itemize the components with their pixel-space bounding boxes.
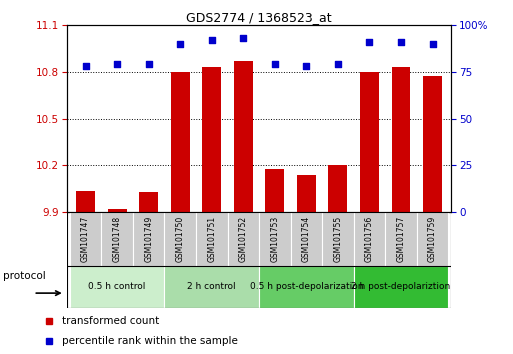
Bar (265, 169, 284, 212)
Point (428, 41, 437, 46)
Bar (297, 175, 316, 212)
Text: GSM101754: GSM101754 (302, 216, 311, 262)
Bar (196, 212, 228, 266)
Point (239, 35, 247, 41)
Bar (133, 212, 165, 266)
Bar (202, 67, 221, 212)
Text: 0.5 h post-depolarization: 0.5 h post-depolarization (250, 282, 363, 291)
Text: GSM101749: GSM101749 (144, 216, 153, 262)
Bar (259, 212, 290, 266)
Bar (234, 61, 253, 212)
Point (176, 41, 184, 46)
Text: GSM101751: GSM101751 (207, 216, 216, 262)
Text: percentile rank within the sample: percentile rank within the sample (62, 336, 238, 346)
Point (82, 63, 90, 69)
Bar (171, 72, 190, 212)
Bar (322, 212, 353, 266)
Text: GSM101753: GSM101753 (270, 216, 280, 262)
Point (113, 61, 121, 67)
Bar (290, 212, 322, 266)
Bar (417, 212, 448, 266)
Text: transformed count: transformed count (62, 316, 159, 326)
Point (334, 61, 342, 67)
Bar (165, 212, 196, 266)
Text: GSM101756: GSM101756 (365, 216, 374, 262)
Text: GSM101755: GSM101755 (333, 216, 342, 262)
Bar (423, 76, 442, 212)
Bar (76, 190, 95, 212)
Bar (165, 266, 259, 308)
Title: GDS2774 / 1368523_at: GDS2774 / 1368523_at (186, 11, 332, 24)
Bar (328, 166, 347, 212)
Point (397, 39, 405, 45)
Bar (360, 72, 379, 212)
Bar (70, 212, 102, 266)
Text: 2 h control: 2 h control (187, 282, 236, 291)
Text: GSM101752: GSM101752 (239, 216, 248, 262)
Point (271, 61, 279, 67)
Bar (385, 212, 417, 266)
Point (365, 39, 373, 45)
Point (302, 63, 310, 69)
Text: GSM101748: GSM101748 (113, 216, 122, 262)
Bar (102, 212, 133, 266)
Bar (139, 192, 158, 212)
Bar (391, 67, 410, 212)
Text: GSM101759: GSM101759 (428, 216, 437, 262)
Text: GSM101757: GSM101757 (397, 216, 405, 262)
Text: 2 h post-depolariztion: 2 h post-depolariztion (351, 282, 450, 291)
Text: 0.5 h control: 0.5 h control (88, 282, 146, 291)
Bar (353, 266, 448, 308)
Bar (353, 212, 385, 266)
Text: GSM101747: GSM101747 (81, 216, 90, 262)
Text: GSM101750: GSM101750 (176, 216, 185, 262)
Bar (228, 212, 259, 266)
Bar (70, 266, 165, 308)
Bar (108, 209, 127, 212)
Point (208, 37, 216, 42)
Point (145, 61, 153, 67)
Bar (259, 266, 353, 308)
Text: protocol: protocol (3, 271, 45, 281)
